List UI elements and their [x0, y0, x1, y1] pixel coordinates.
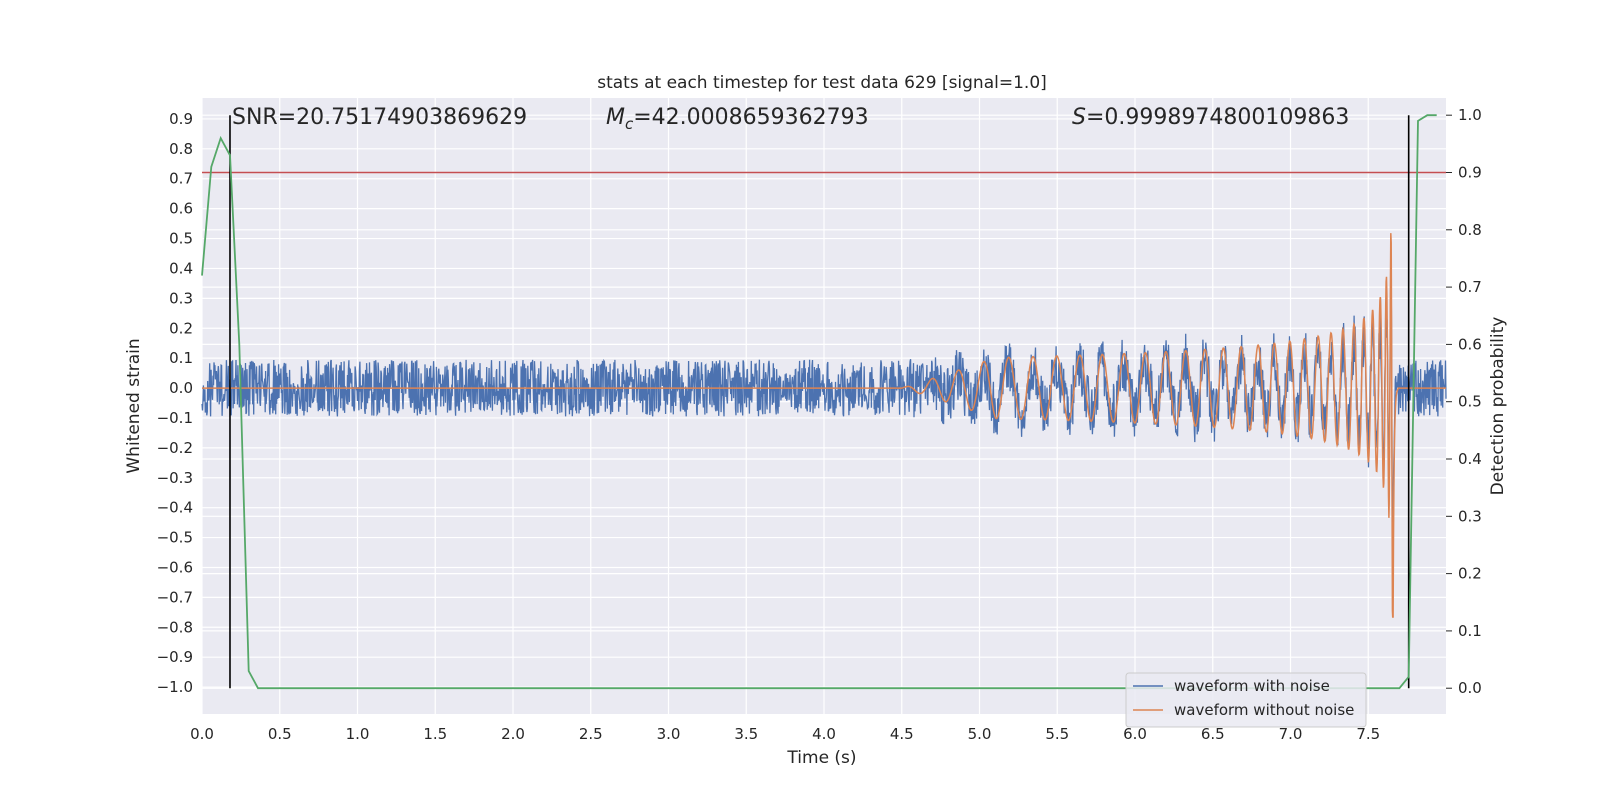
y-tick-label-right: 0.9	[1458, 163, 1482, 181]
x-axis-label: Time (s)	[786, 748, 856, 768]
y-tick-label: 0.1	[169, 349, 193, 367]
x-tick-label: 7.5	[1356, 725, 1380, 743]
y-tick-label-right: 0.2	[1458, 565, 1482, 583]
y-tick-label: −0.4	[157, 499, 193, 517]
x-tick-label: 5.0	[968, 725, 992, 743]
snr-annotation: SNR=20.75174903869629	[232, 105, 527, 130]
y-tick-label: −0.3	[157, 469, 193, 487]
y-tick-label: 0.8	[169, 140, 193, 158]
y-tick-label: 0.5	[169, 230, 193, 248]
x-tick-label: 0.5	[268, 725, 292, 743]
x-tick-label: 2.0	[501, 725, 525, 743]
y-tick-label-right: 0.4	[1458, 450, 1482, 468]
chart-title: stats at each timestep for test data 629…	[597, 73, 1047, 93]
legend-label-noise: waveform with noise	[1174, 677, 1330, 695]
x-tick-label: 7.0	[1279, 725, 1303, 743]
x-tick-label: 0.0	[190, 725, 214, 743]
chirp-mass-annotation: Mc=42.0008659362793	[606, 105, 869, 133]
legend-box	[1125, 672, 1367, 728]
y-tick-label: −0.9	[157, 648, 193, 666]
x-tick-label: 4.5	[890, 725, 914, 743]
x-tick-label: 4.0	[812, 725, 836, 743]
s-symbol: S	[1072, 105, 1086, 130]
x-tick-label: 1.5	[423, 725, 447, 743]
series-waveform-with-noise	[201, 259, 1447, 541]
y-tick-label: −1.0	[157, 678, 193, 696]
s-annotation: S=0.9998974800109863	[1072, 105, 1349, 130]
x-tick-label: 6.0	[1123, 725, 1147, 743]
y-tick-label-right: 0.7	[1458, 278, 1482, 296]
x-tick-label: 3.5	[734, 725, 758, 743]
y-tick-label: 0.9	[169, 110, 193, 128]
y-tick-label: 0.2	[169, 319, 193, 337]
y-tick-label: 0.3	[169, 289, 193, 307]
y-tick-label: 0.0	[169, 379, 193, 397]
y-axis-left-label: Whitened strain	[124, 338, 144, 473]
y-axis-right-label: Detection probability	[1488, 317, 1508, 496]
y-tick-label: −0.1	[157, 409, 193, 427]
legend-label-clean: waveform without noise	[1174, 701, 1354, 719]
y-tick-label: 0.6	[169, 200, 193, 218]
y-tick-label: −0.6	[157, 558, 193, 576]
y-tick-label-right: 0.6	[1458, 335, 1482, 353]
x-tick-label: 5.5	[1045, 725, 1069, 743]
x-tick-label: 1.0	[346, 725, 370, 743]
x-tick-label: 2.5	[579, 725, 603, 743]
y-tick-label: −0.8	[157, 618, 193, 636]
series-waveform-without-noise	[202, 233, 1446, 618]
y-tick-label-right: 0.0	[1458, 679, 1482, 697]
y-tick-label-right: 0.1	[1458, 622, 1482, 640]
s-value: =0.9998974800109863	[1086, 105, 1349, 130]
x-axis: 0.0 0.5 1.0 1.5 2.0 2.5 3.0 3.5 4.0 4.5 5.0 5.5 6.0 6…	[190, 725, 1380, 743]
y-axis-right: 1.0 0.9 0.8 0.7 0.6 0.5 0.4 0.3 0.2 0.1 0.0	[1446, 106, 1482, 697]
y-tick-label: −0.7	[157, 588, 193, 606]
y-tick-label-right: 0.8	[1458, 221, 1482, 239]
x-tick-label: 6.5	[1201, 725, 1225, 743]
y-tick-label-right: 1.0	[1458, 106, 1482, 124]
chirp-mass-subscript: c	[625, 115, 634, 133]
chirp-mass-value: =42.0008659362793	[633, 105, 868, 130]
legend: waveform with noise waveform without noi…	[1125, 672, 1367, 728]
y-tick-label-right: 0.5	[1458, 393, 1482, 411]
y-tick-label: −0.2	[157, 439, 193, 457]
y-axis-left: 0.9 0.8 0.7 0.6 0.5 0.4 0.3 0.2 0.1 0.0 −0.1 −0.2 −0…	[157, 110, 193, 696]
y-tick-label: 0.4	[169, 259, 193, 277]
chirp-mass-symbol: M	[606, 105, 625, 130]
x-tick-label: 3.0	[657, 725, 681, 743]
y-tick-label: 0.7	[169, 170, 193, 188]
y-tick-label: −0.5	[157, 529, 193, 547]
y-tick-label-right: 0.3	[1458, 507, 1482, 525]
plot-series	[201, 233, 1447, 618]
series-detection-probability	[201, 114, 1437, 690]
